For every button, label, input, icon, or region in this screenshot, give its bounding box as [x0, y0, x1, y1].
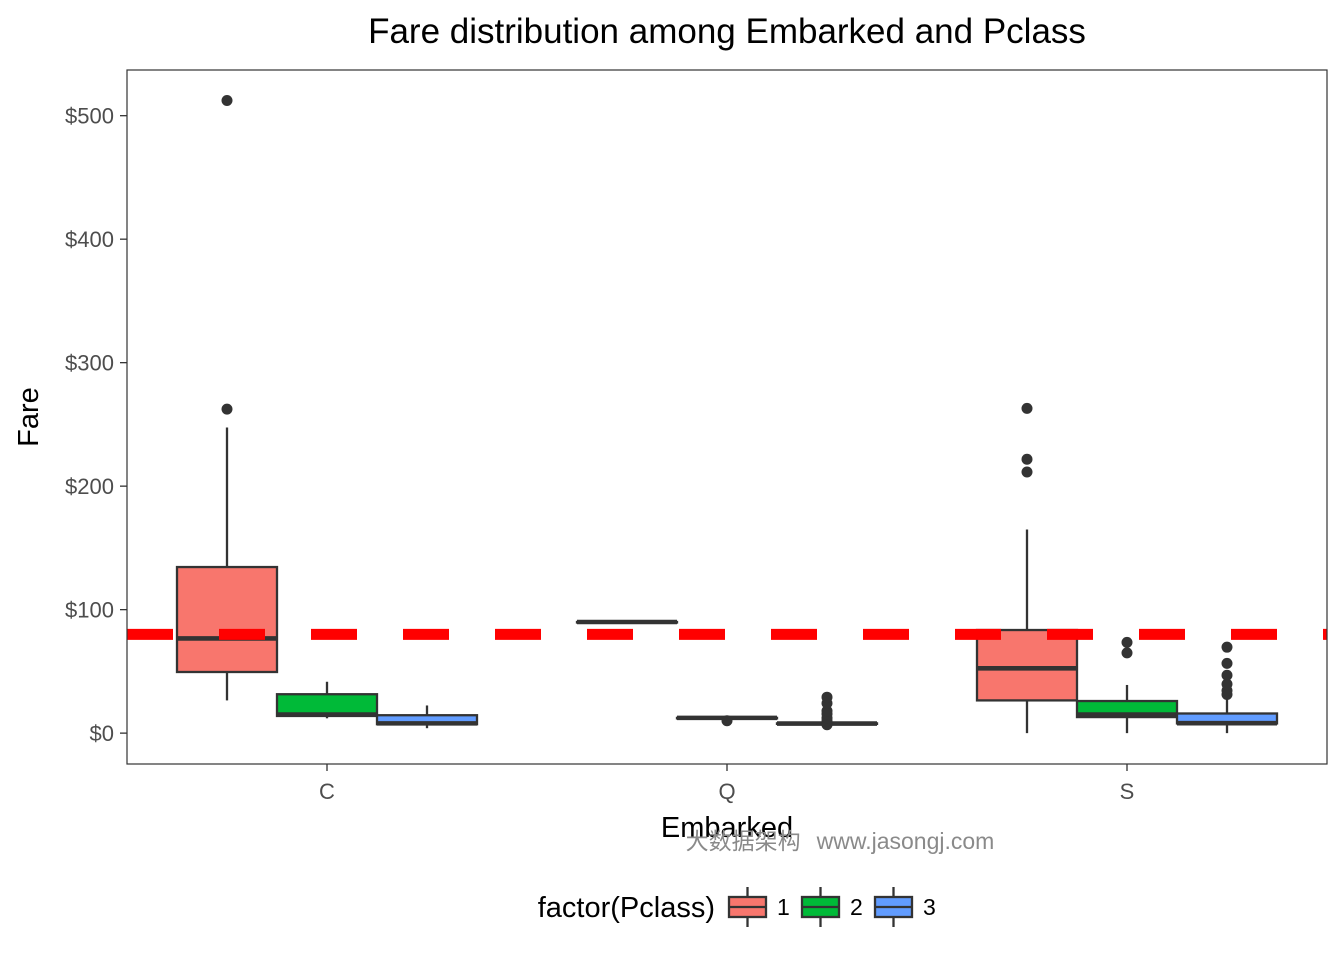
- y-axis: $0 $100 $200 $300 $400 $500: [65, 104, 127, 746]
- box-Q-pclass-1: [575, 619, 679, 625]
- box-outlier: [221, 403, 233, 415]
- plot-area: [175, 95, 1279, 734]
- y-tick-label: $0: [90, 721, 114, 746]
- x-axis-title: Embarked: [661, 812, 793, 844]
- box-Q-pclass-2: [675, 715, 779, 727]
- box-outlier: [1221, 669, 1233, 681]
- box-body: [975, 628, 1079, 702]
- x-tick-label: C: [319, 779, 335, 804]
- box-outlier: [221, 95, 233, 107]
- legend-label-3: 3: [923, 894, 936, 920]
- y-tick-label: $300: [65, 351, 114, 376]
- box-outlier: [721, 715, 733, 727]
- chart-title: Fare distribution among Embarked and Pcl…: [368, 12, 1086, 51]
- x-tick-label: S: [1120, 779, 1135, 804]
- box-outlier: [821, 691, 833, 703]
- box-S-pclass-1: [975, 402, 1079, 734]
- y-tick-label: $400: [65, 227, 114, 252]
- y-tick-label: $200: [65, 474, 114, 499]
- watermark-cn: 大数据架构: [686, 828, 801, 854]
- box-outlier: [1221, 657, 1233, 669]
- legend-key-1: [727, 887, 768, 927]
- box-outlier: [1221, 641, 1233, 653]
- x-tick-label: Q: [718, 779, 735, 804]
- box-outlier: [821, 705, 833, 717]
- legend-title: factor(Pclass): [538, 892, 715, 924]
- legend-label-1: 1: [777, 894, 790, 920]
- box-outlier: [1221, 678, 1233, 690]
- legend-label-2: 2: [850, 894, 863, 920]
- box-S-pclass-2: [1075, 636, 1179, 734]
- box-body: [175, 565, 279, 674]
- y-tick-label: $500: [65, 104, 114, 129]
- legend-key-3: [873, 887, 914, 927]
- box-outlier: [1021, 453, 1033, 465]
- watermark-text: 大数据架构 www.jasongj.com: [686, 828, 995, 854]
- y-tick-label: $100: [65, 598, 114, 623]
- watermark-url: www.jasongj.com: [816, 828, 995, 854]
- box-C-pclass-3: [375, 705, 479, 729]
- box-outlier: [1021, 466, 1033, 478]
- box-outlier: [1021, 402, 1033, 414]
- box-outlier: [1121, 636, 1133, 648]
- legend: factor(Pclass) 1 2 3: [538, 887, 936, 927]
- box-Q-pclass-3: [775, 691, 879, 731]
- box-C-pclass-2: [275, 681, 379, 719]
- box-outlier: [1121, 647, 1133, 659]
- box-S-pclass-3: [1175, 641, 1279, 734]
- legend-key-2: [800, 887, 841, 927]
- y-axis-title: Fare: [13, 387, 45, 447]
